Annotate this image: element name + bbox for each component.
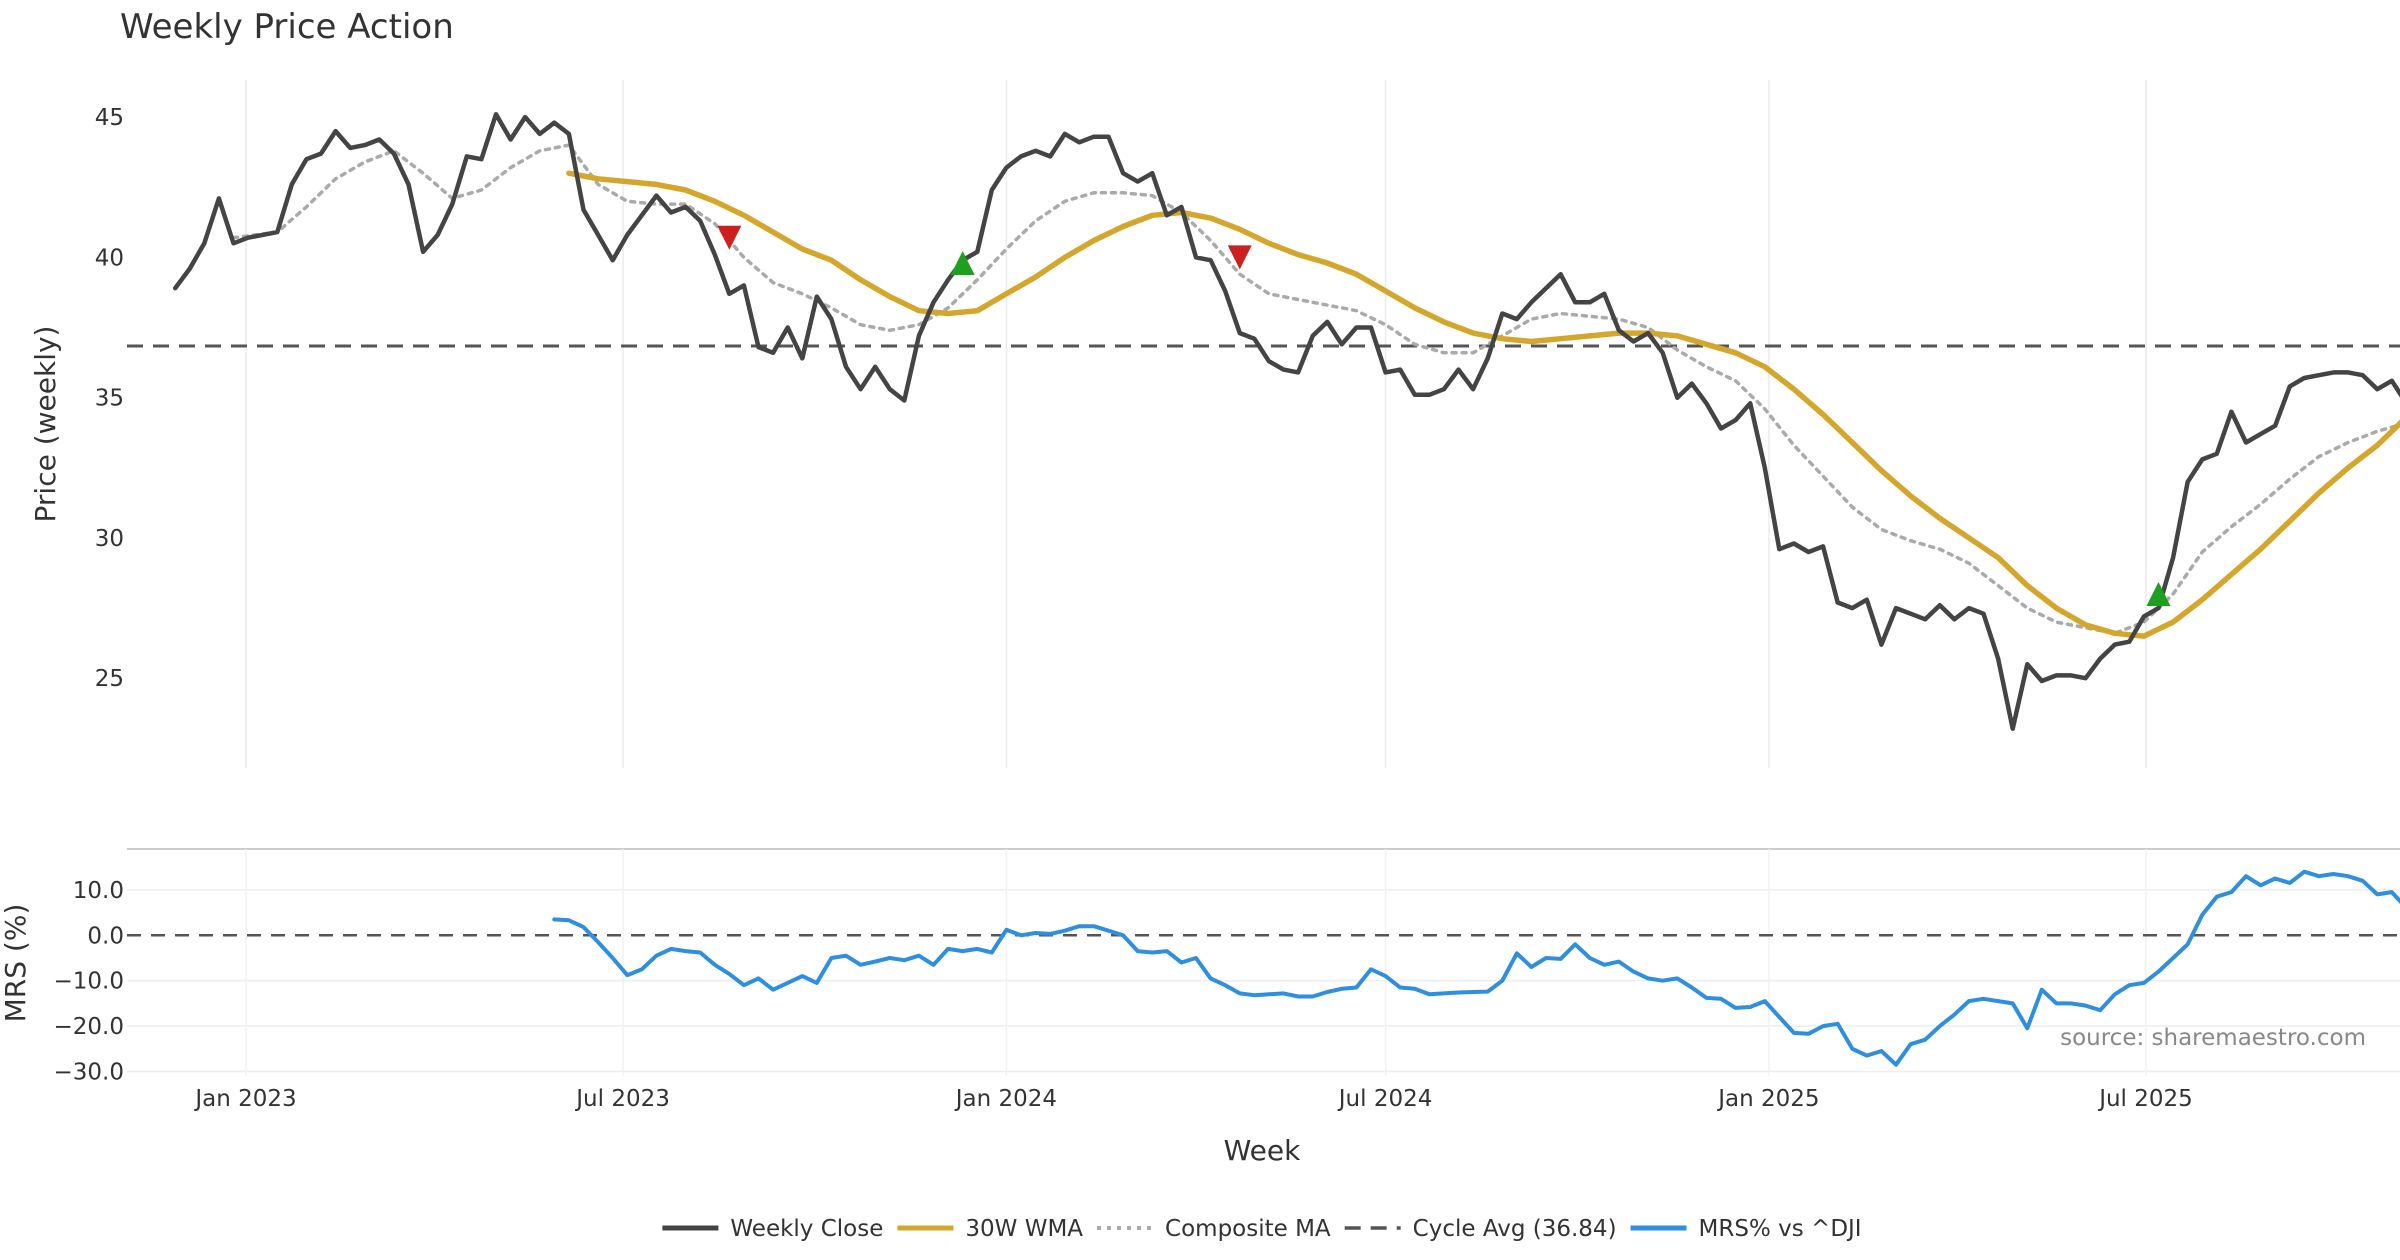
x-tick-label: Jan 2023 bbox=[193, 1086, 296, 1112]
30w-wma-line bbox=[566, 170, 2400, 639]
signal-markers bbox=[717, 225, 2171, 607]
price-y-ticks: 25 30 35 40 45 bbox=[95, 105, 124, 692]
x-ticks: Jan 2023 Jul 2023 Jan 2024 Jul 2024 Jan 2025… bbox=[193, 1086, 2192, 1112]
price-lines bbox=[127, 112, 2400, 731]
sell-signal-marker bbox=[717, 225, 742, 250]
mrs-y-tick-label: −30.0 bbox=[54, 1059, 124, 1085]
x-tick-label: Jul 2025 bbox=[2097, 1086, 2193, 1112]
mrs-y-tick-label: 0.0 bbox=[87, 923, 124, 949]
price-y-tick-label: 45 bbox=[95, 105, 124, 131]
x-tick-label: Jan 2025 bbox=[1716, 1086, 1819, 1112]
x-tick-label: Jul 2024 bbox=[1337, 1086, 1433, 1112]
legend-label: 30W WMA bbox=[965, 1216, 1083, 1242]
legend-label: Cycle Avg (36.84) bbox=[1413, 1216, 1617, 1242]
legend-label: Weekly Close bbox=[730, 1216, 883, 1242]
sell-signal-marker bbox=[1227, 245, 1252, 270]
price-y-axis-label: Price (weekly) bbox=[29, 326, 62, 523]
legend: Weekly Close 30W WMA Composite MA Cycle Avg… bbox=[662, 1216, 1862, 1242]
source-text: source: sharemaestro.com bbox=[2060, 1025, 2366, 1051]
x-tick-label: Jan 2024 bbox=[954, 1086, 1057, 1112]
mrs-grid bbox=[127, 848, 2400, 1076]
price-y-tick-label: 35 bbox=[95, 386, 124, 412]
mrs-y-axis-label: MRS (%) bbox=[0, 904, 32, 1023]
buy-signal-marker bbox=[2146, 582, 2171, 607]
price-y-tick-label: 30 bbox=[95, 526, 124, 552]
chart-title: Weekly Price Action bbox=[120, 7, 454, 47]
mrs-y-ticks: 10.0 0.0 −10.0 −20.0 −30.0 bbox=[54, 878, 124, 1086]
price-y-tick-label: 40 bbox=[95, 245, 124, 271]
mrs-line bbox=[552, 869, 2400, 1067]
composite-ma-line bbox=[231, 143, 2400, 636]
legend-label: MRS% vs ^DJI bbox=[1699, 1216, 1862, 1242]
mrs-y-tick-label: 10.0 bbox=[73, 878, 124, 904]
weekly-close-line bbox=[172, 112, 2400, 731]
legend-label: Composite MA bbox=[1165, 1216, 1331, 1242]
mrs-y-tick-label: −20.0 bbox=[54, 1014, 124, 1040]
buy-signal-marker bbox=[950, 250, 975, 275]
mrs-lines bbox=[127, 869, 2400, 1067]
price-grid bbox=[245, 80, 2147, 768]
mrs-y-tick-label: −10.0 bbox=[54, 969, 124, 995]
x-tick-label: Jul 2023 bbox=[574, 1086, 670, 1112]
x-axis-label: Week bbox=[1224, 1134, 1301, 1167]
price-y-tick-label: 25 bbox=[95, 666, 124, 692]
